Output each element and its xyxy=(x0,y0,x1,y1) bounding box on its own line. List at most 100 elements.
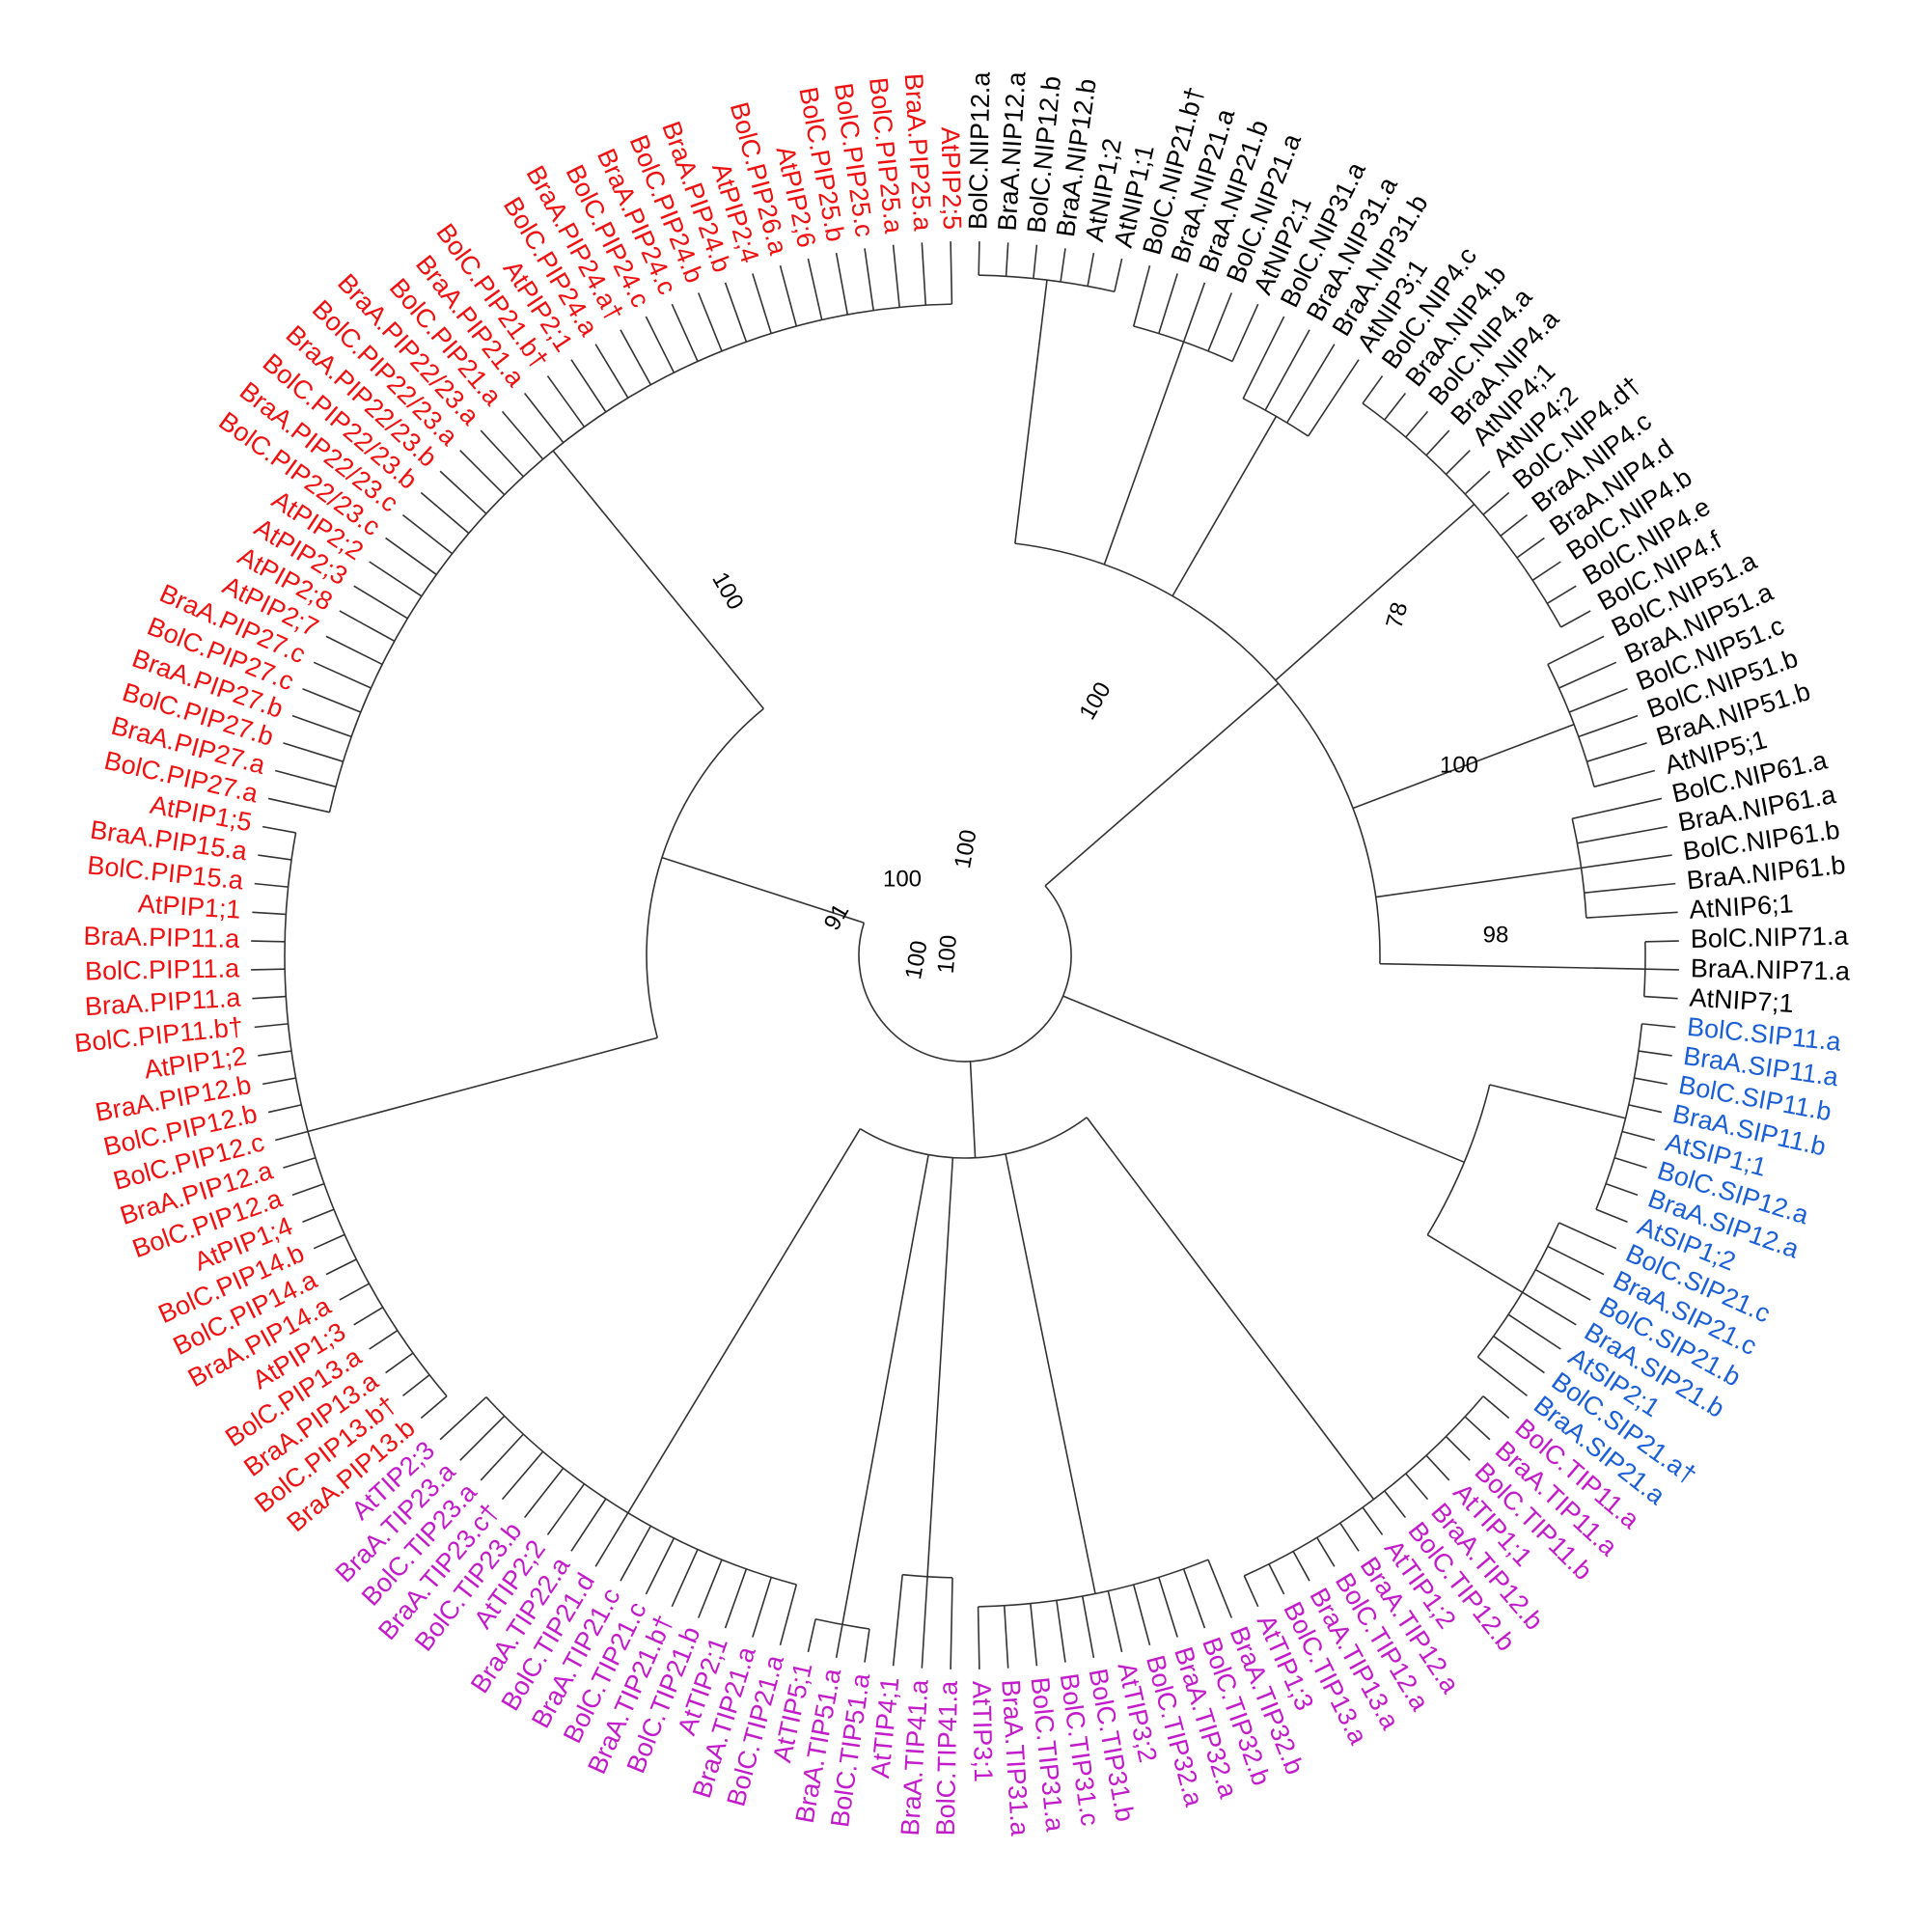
branch xyxy=(1445,450,1471,476)
branch xyxy=(1628,1104,1663,1114)
branch xyxy=(480,1433,524,1481)
branch xyxy=(1062,995,1465,1164)
branch xyxy=(1425,429,1450,456)
branch xyxy=(1586,742,1647,762)
leaf-label: BolC.NIP71.a xyxy=(1691,922,1850,953)
branch xyxy=(1172,416,1278,597)
branch xyxy=(420,491,470,535)
branch xyxy=(1558,661,1617,689)
branch xyxy=(1621,1130,1655,1142)
leaf-label: BraA.PIP11.a xyxy=(83,922,240,953)
branch xyxy=(1500,513,1529,537)
branch xyxy=(252,911,287,916)
branch xyxy=(1352,723,1575,810)
branch xyxy=(1641,1023,1676,1029)
branch xyxy=(1560,610,1591,628)
branch xyxy=(1384,1490,1407,1519)
branch xyxy=(328,303,952,813)
branch xyxy=(1464,470,1491,495)
branch xyxy=(835,1624,843,1659)
bootstrap-value: 100 xyxy=(933,934,962,975)
branch xyxy=(251,940,286,943)
branch xyxy=(1516,537,1545,559)
branch xyxy=(258,1050,292,1057)
branch xyxy=(501,410,544,460)
branch xyxy=(1375,867,1582,898)
branch xyxy=(594,1512,629,1567)
branch xyxy=(645,316,676,373)
branch xyxy=(1522,1291,1577,1326)
branch xyxy=(546,1483,586,1535)
branch xyxy=(1482,1395,1510,1420)
branch xyxy=(1056,1600,1066,1663)
leaf-label: BolC.TIP41.a xyxy=(931,1680,963,1836)
branch xyxy=(420,1395,448,1420)
bootstrap-value: 100 xyxy=(706,567,748,614)
branch xyxy=(926,1157,954,1577)
branch xyxy=(1033,244,1038,279)
branch xyxy=(1489,1084,1626,1119)
branch xyxy=(439,470,487,514)
branch xyxy=(1379,962,1645,970)
leaf-label: AtPIP2;5 xyxy=(936,126,967,230)
branch xyxy=(325,1258,357,1276)
branch xyxy=(1087,252,1095,287)
branch xyxy=(1547,635,1605,666)
branch xyxy=(1005,1153,1096,1594)
branch xyxy=(724,282,748,343)
branch xyxy=(892,244,900,308)
branch xyxy=(1384,392,1407,421)
branch xyxy=(1030,1603,1038,1667)
branch xyxy=(814,1617,870,1630)
branch xyxy=(401,513,454,555)
branch xyxy=(523,392,565,444)
branch xyxy=(501,1450,544,1501)
branch xyxy=(1275,503,1475,681)
branch xyxy=(552,450,764,709)
bootstrap-value: 78 xyxy=(1381,599,1413,631)
branch xyxy=(1307,359,1360,437)
branch xyxy=(1445,1435,1471,1461)
branch xyxy=(369,561,423,597)
branch xyxy=(1578,714,1639,738)
branch xyxy=(1005,242,1009,277)
bootstrap-value: 100 xyxy=(883,866,922,892)
branch xyxy=(1242,316,1285,400)
branch xyxy=(921,1576,928,1669)
branch xyxy=(969,1061,977,1158)
branch xyxy=(325,635,383,666)
branch xyxy=(546,375,586,428)
branch xyxy=(275,769,337,788)
branch xyxy=(752,1577,772,1638)
branch xyxy=(1577,825,1668,844)
branch xyxy=(1405,1473,1429,1501)
branch xyxy=(369,1330,399,1350)
branch xyxy=(1060,248,1066,283)
branch xyxy=(267,1104,302,1114)
leaf-label: AtNIP6;1 xyxy=(1689,889,1795,924)
leaf-label: AtTIP3;1 xyxy=(967,1681,998,1783)
branch xyxy=(671,1549,699,1608)
branch xyxy=(1634,1077,1668,1086)
branch xyxy=(262,825,296,834)
branch xyxy=(724,1568,748,1629)
branch xyxy=(254,1023,289,1029)
branch xyxy=(275,1130,309,1142)
branch xyxy=(1581,854,1672,869)
branch xyxy=(1103,341,1185,566)
branch xyxy=(1107,1590,1123,1653)
branch xyxy=(627,1128,862,1514)
leaf-label: AtPIP1;1 xyxy=(137,889,241,924)
branch xyxy=(1482,491,1510,515)
branch xyxy=(752,273,772,334)
branch xyxy=(864,248,874,311)
branch xyxy=(661,856,865,924)
branch xyxy=(252,995,287,1000)
branch xyxy=(1316,1536,1336,1567)
branch xyxy=(1132,1584,1151,1645)
branch xyxy=(1507,1313,1561,1350)
branch xyxy=(570,1498,607,1552)
branch xyxy=(1182,1568,1206,1629)
branch xyxy=(570,359,607,413)
